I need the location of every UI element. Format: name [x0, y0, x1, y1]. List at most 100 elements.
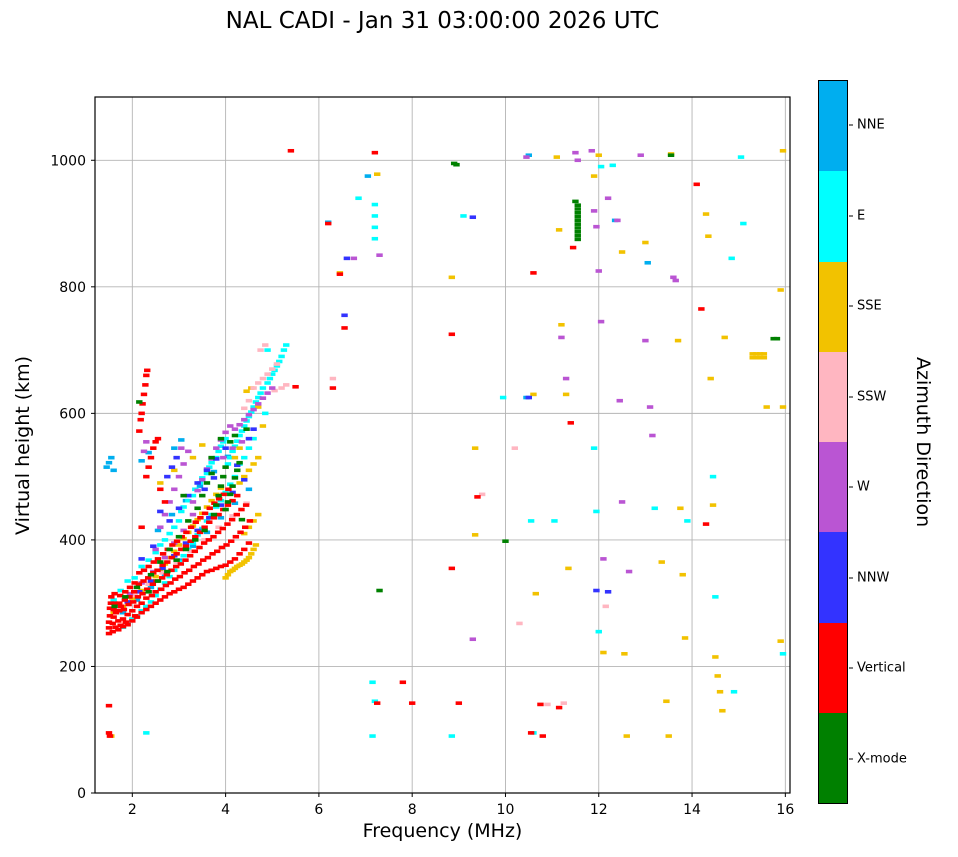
- data-point-NNE: [154, 528, 162, 533]
- data-point-Vertical: [169, 543, 176, 547]
- data-point-NNE: [231, 501, 239, 506]
- data-point-Vertical: [181, 571, 188, 575]
- data-point-E: [371, 699, 379, 704]
- data-point-X-mode: [208, 471, 215, 476]
- data-point-W: [227, 424, 234, 428]
- data-point-SSE: [259, 424, 267, 428]
- x-tick-label: 2: [128, 802, 137, 818]
- data-point-NNW: [245, 436, 253, 441]
- data-point-W: [161, 555, 169, 560]
- data-point-E: [684, 519, 691, 523]
- data-point-SSE: [252, 543, 260, 547]
- data-point-NNE: [145, 450, 152, 455]
- data-point-Vertical: [133, 604, 141, 609]
- data-point-E: [194, 533, 201, 537]
- data-point-E: [117, 588, 124, 593]
- colorbar-label-text: Vertical: [857, 660, 906, 676]
- data-point-W: [171, 541, 178, 545]
- data-point-E: [245, 446, 253, 450]
- data-point-NNE: [210, 469, 218, 474]
- data-point-X-mode: [157, 560, 164, 564]
- data-point-X-mode: [238, 517, 246, 522]
- data-point-Vertical: [138, 610, 145, 615]
- data-point-E: [712, 595, 719, 599]
- data-point-Vertical: [208, 568, 215, 573]
- data-point-Vertical: [242, 503, 250, 507]
- data-point-W: [574, 158, 581, 163]
- data-point-SSE: [681, 636, 689, 640]
- data-point-SSE: [231, 566, 239, 571]
- data-point-E: [355, 196, 362, 201]
- data-point-Vertical: [292, 384, 299, 389]
- data-point-Vertical: [115, 627, 122, 632]
- data-point-E: [227, 455, 234, 460]
- data-point-Vertical: [173, 552, 180, 556]
- data-point-W: [264, 391, 271, 395]
- data-point-X-mode: [164, 569, 171, 574]
- colorbar-label-X-mode: X-mode: [849, 751, 907, 766]
- data-point-NNW: [166, 519, 173, 523]
- data-point-E: [371, 236, 379, 241]
- data-point-W: [236, 422, 243, 427]
- data-point-Vertical: [241, 525, 249, 530]
- x-tick-label: 8: [408, 802, 417, 818]
- data-point-Vertical: [209, 552, 216, 556]
- data-point-Vertical: [109, 621, 116, 626]
- data-point-X-mode: [770, 336, 777, 341]
- data-point-X-mode: [574, 233, 581, 238]
- data-point-NNE: [103, 465, 110, 469]
- data-point-X-mode: [194, 506, 201, 511]
- y-tick-label: 1000: [50, 153, 86, 169]
- data-point-E: [371, 214, 379, 218]
- data-point-E: [276, 359, 283, 364]
- data-point-Vertical: [143, 474, 150, 479]
- data-point-SSE: [721, 335, 728, 340]
- data-point-W: [213, 446, 220, 450]
- data-point-Vertical: [217, 564, 225, 569]
- data-point-E: [499, 395, 507, 400]
- data-point-Vertical: [152, 601, 159, 605]
- data-point-Vertical: [373, 701, 381, 705]
- data-point-E: [143, 731, 150, 735]
- data-point-SSE: [255, 512, 262, 517]
- data-point-X-mode: [224, 500, 232, 504]
- data-point-E: [175, 519, 183, 523]
- data-point-NNW: [159, 566, 166, 571]
- data-point-E: [278, 354, 285, 359]
- data-point-SSE: [658, 560, 665, 564]
- data-point-W: [670, 275, 677, 280]
- data-point-W: [523, 155, 530, 159]
- data-point-E: [460, 214, 467, 218]
- data-point-SSW: [273, 362, 281, 366]
- data-point-W: [161, 512, 169, 517]
- x-tick-label: 10: [497, 802, 515, 818]
- data-point-SSE: [471, 533, 479, 537]
- colorbar-tick: [849, 305, 853, 307]
- data-point-SSE: [677, 506, 684, 511]
- data-point-Vertical: [122, 589, 129, 594]
- data-point-NNW: [203, 468, 211, 473]
- data-point-SSE: [777, 288, 784, 292]
- data-point-Vertical: [168, 568, 175, 573]
- data-point-Vertical: [325, 221, 332, 226]
- data-point-NNE: [217, 515, 225, 520]
- data-point-SSE: [241, 560, 248, 564]
- data-point-E: [264, 348, 271, 352]
- data-point-Vertical: [336, 272, 344, 276]
- data-point-X-mode: [147, 572, 155, 577]
- data-point-Vertical: [203, 569, 211, 574]
- data-point-X-mode: [234, 468, 241, 473]
- data-point-E: [241, 424, 248, 428]
- data-point-SSW: [283, 383, 290, 387]
- data-point-SSW: [478, 492, 486, 497]
- data-point-Vertical: [187, 525, 195, 530]
- data-point-E: [257, 391, 264, 395]
- data-point-SSE: [779, 148, 787, 153]
- data-point-NNW: [147, 579, 155, 583]
- data-point-Vertical: [105, 731, 113, 735]
- data-point-SSW: [516, 621, 523, 626]
- data-point-Vertical: [555, 705, 563, 710]
- data-point-X-mode: [574, 222, 581, 226]
- data-point-Vertical: [110, 615, 117, 619]
- data-point-Vertical: [177, 562, 185, 566]
